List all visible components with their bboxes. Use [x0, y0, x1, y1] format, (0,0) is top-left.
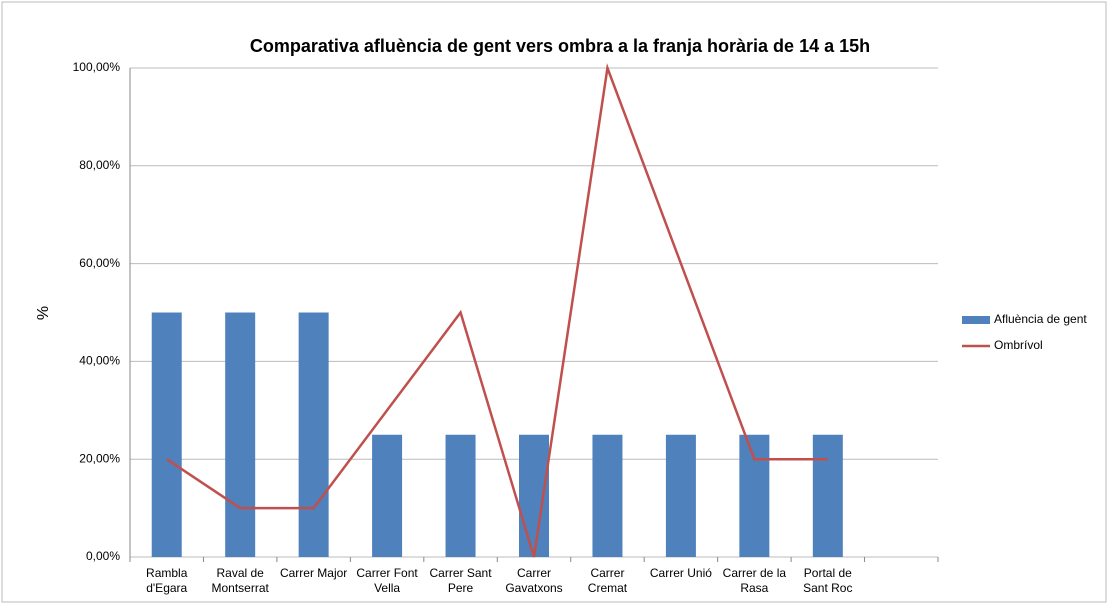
y-tick-label: 100,00% — [73, 60, 121, 74]
bar — [372, 434, 403, 557]
bar — [298, 312, 329, 557]
line — [166, 63, 828, 558]
x-tick-label: Carrer Gavatxons — [505, 566, 563, 595]
y-tick-label: 60,00% — [79, 256, 120, 270]
y-tick-label: 0,00% — [86, 549, 120, 563]
x-tick-label: Carrer Cremat — [587, 566, 628, 595]
legend-swatch — [962, 316, 990, 324]
x-tick-label: Carrer Unió — [649, 566, 712, 580]
y-tick-label: 20,00% — [79, 451, 120, 465]
x-tick-label: Carrer Sant Pere — [429, 566, 492, 595]
bar — [812, 434, 843, 557]
x-tick-label: Rambla d'Egara — [146, 566, 188, 595]
x-tick-label: Portal de Sant Roc — [803, 566, 853, 595]
x-tick-label: Carrer Major — [279, 566, 348, 580]
y-tick-label: 80,00% — [79, 158, 120, 172]
x-tick-label: Carrer de la Rasa — [722, 566, 787, 595]
x-tick-label: Carrer Font Vella — [356, 566, 418, 595]
bar — [665, 434, 696, 557]
chart-title: Comparativa afluència de gent vers ombra… — [250, 36, 870, 56]
legend-label: Ombrívol — [994, 338, 1043, 352]
bar — [519, 434, 549, 557]
y-tick-label: 40,00% — [79, 354, 120, 368]
bar — [592, 434, 623, 557]
bar — [151, 312, 182, 557]
y-axis-label: % — [35, 306, 52, 320]
legend-label: Afluència de gent — [994, 312, 1087, 326]
bar — [445, 434, 476, 557]
bar — [225, 312, 256, 557]
bar — [739, 434, 770, 557]
x-tick-label: Raval de Montserrat — [211, 566, 269, 595]
